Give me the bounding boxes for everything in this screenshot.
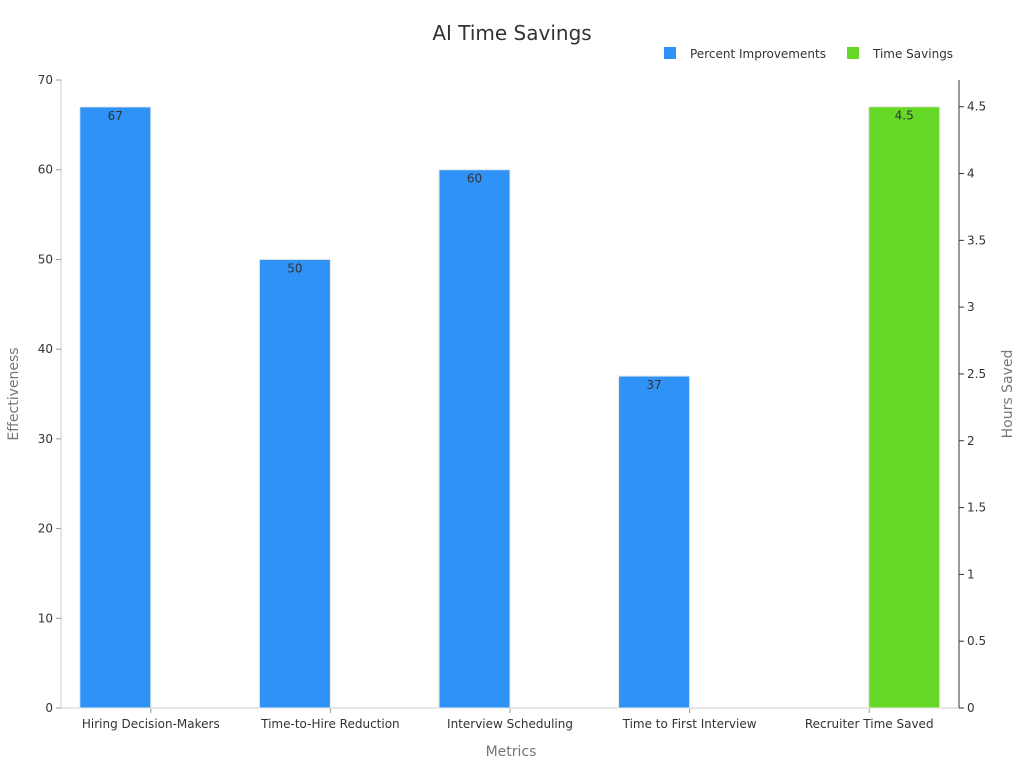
left-axis-tick-label: 10 xyxy=(38,611,53,625)
percent-improvement-bar xyxy=(258,258,331,709)
left-axis-tick-label: 40 xyxy=(38,342,53,356)
right-y-axis: 0 0.5 1 1.5 2 2.5 3 3.5 4 4.5 xyxy=(958,80,986,715)
right-axis-tick-label: 1.5 xyxy=(967,501,986,515)
chart-title: AI Time Savings xyxy=(432,21,591,45)
left-axis-tick-label: 70 xyxy=(38,73,53,87)
legend-swatch[interactable] xyxy=(847,47,859,59)
x-axis-title: Metrics xyxy=(486,744,537,760)
x-axis-tick-label: Hiring Decision-Makers xyxy=(82,717,220,731)
percent-improvement-bar xyxy=(618,375,691,709)
x-axis: Hiring Decision-Makers Time-to-Hire Reduc… xyxy=(61,707,959,731)
right-axis-tick-label: 4.5 xyxy=(967,100,986,114)
legend-label[interactable]: Percent Improvements xyxy=(690,47,826,61)
bar-value-label: 4.5 xyxy=(895,109,914,123)
percent-improvement-bar xyxy=(79,106,152,709)
right-axis-title: Hours Saved xyxy=(1000,350,1016,439)
x-axis-tick-label: Interview Scheduling xyxy=(447,717,573,731)
right-axis-tick-label: 2 xyxy=(967,434,975,448)
legend-label[interactable]: Time Savings xyxy=(872,47,953,61)
bars xyxy=(79,106,941,709)
left-axis-title: Effectiveness xyxy=(6,347,22,440)
right-axis-tick-label: 4 xyxy=(967,167,975,181)
bar-labels: 67 50 60 37 4.5 xyxy=(108,109,914,392)
right-axis-tick-label: 3 xyxy=(967,300,975,314)
left-axis-tick-label: 50 xyxy=(38,252,53,266)
left-axis-tick-label: 30 xyxy=(38,432,53,446)
right-axis-tick-label: 0 xyxy=(967,701,975,715)
bar-value-label: 50 xyxy=(287,261,302,275)
left-axis-tick-label: 60 xyxy=(38,163,53,177)
x-axis-tick-label: Recruiter Time Saved xyxy=(805,717,934,731)
right-axis-tick-label: 1 xyxy=(967,567,975,581)
x-axis-tick-label: Time-to-Hire Reduction xyxy=(260,717,400,731)
legend[interactable]: Percent Improvements Time Savings xyxy=(664,47,953,61)
legend-swatch[interactable] xyxy=(664,47,676,59)
right-axis-tick-label: 2.5 xyxy=(967,367,986,381)
time-savings-bar xyxy=(868,106,941,709)
left-y-axis: 0 10 20 30 40 50 60 70 xyxy=(38,73,62,715)
bar-value-label: 60 xyxy=(467,172,482,186)
right-axis-tick-label: 3.5 xyxy=(967,233,986,247)
bar-value-label: 67 xyxy=(108,109,123,123)
left-axis-tick-label: 0 xyxy=(45,701,53,715)
left-axis-tick-label: 20 xyxy=(38,522,53,536)
percent-improvement-bar xyxy=(438,169,511,709)
x-axis-tick-label: Time to First Interview xyxy=(622,717,757,731)
bar-value-label: 37 xyxy=(646,378,661,392)
right-axis-tick-label: 0.5 xyxy=(967,634,986,648)
